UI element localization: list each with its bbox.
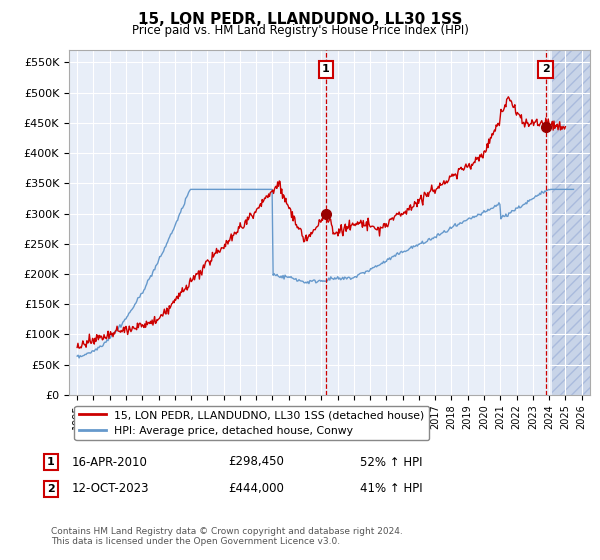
Text: £298,450: £298,450 xyxy=(228,455,284,469)
Text: Contains HM Land Registry data © Crown copyright and database right 2024.
This d: Contains HM Land Registry data © Crown c… xyxy=(51,526,403,546)
Text: 1: 1 xyxy=(47,457,55,467)
Text: 1: 1 xyxy=(322,64,330,74)
Text: 41% ↑ HPI: 41% ↑ HPI xyxy=(360,482,422,496)
Text: 12-OCT-2023: 12-OCT-2023 xyxy=(72,482,149,496)
Text: 16-APR-2010: 16-APR-2010 xyxy=(72,455,148,469)
Text: £444,000: £444,000 xyxy=(228,482,284,496)
Legend: 15, LON PEDR, LLANDUDNO, LL30 1SS (detached house), HPI: Average price, detached: 15, LON PEDR, LLANDUDNO, LL30 1SS (detac… xyxy=(74,406,429,440)
Text: 52% ↑ HPI: 52% ↑ HPI xyxy=(360,455,422,469)
Text: 2: 2 xyxy=(542,64,550,74)
Text: 15, LON PEDR, LLANDUDNO, LL30 1SS: 15, LON PEDR, LLANDUDNO, LL30 1SS xyxy=(138,12,462,27)
Text: Price paid vs. HM Land Registry's House Price Index (HPI): Price paid vs. HM Land Registry's House … xyxy=(131,24,469,37)
Text: 2: 2 xyxy=(47,484,55,494)
Bar xyxy=(552,50,590,395)
